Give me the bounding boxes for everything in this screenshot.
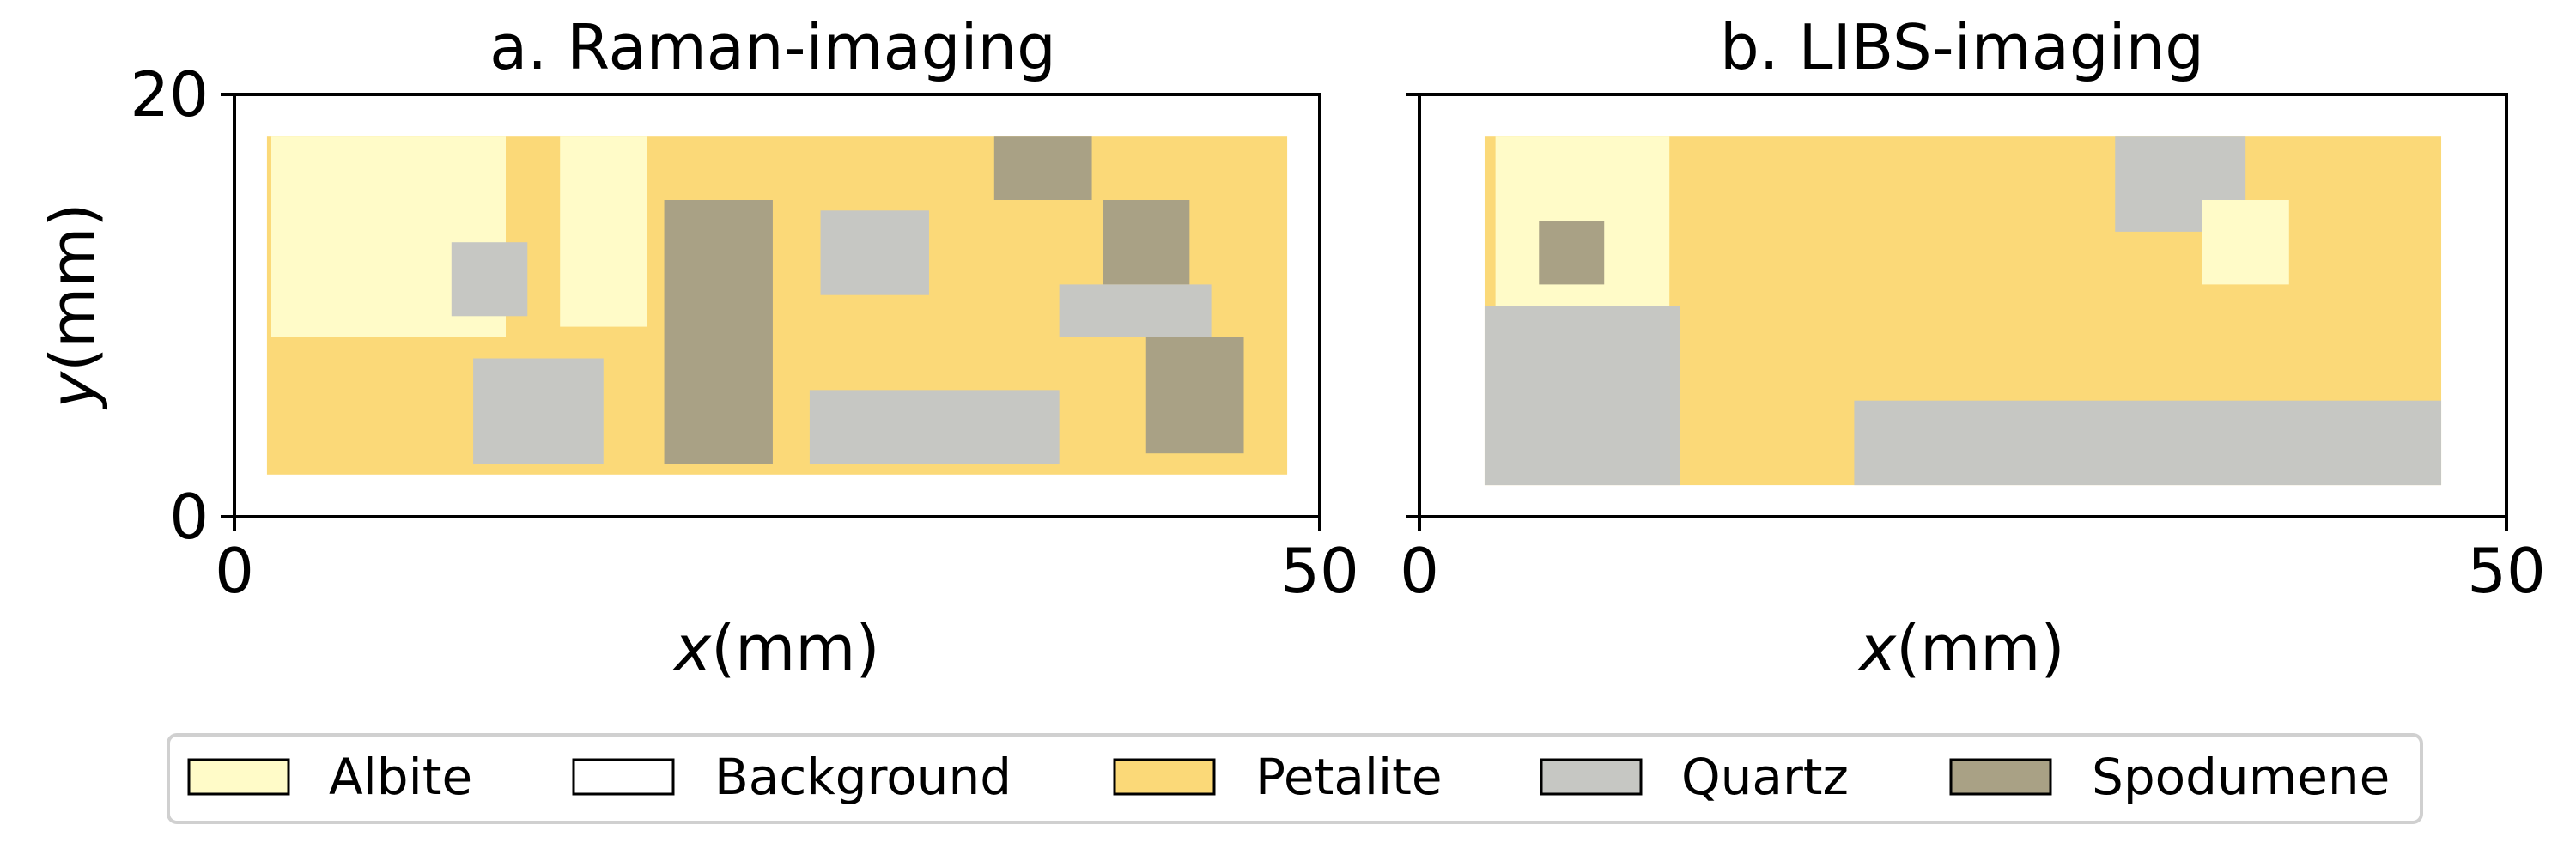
legend: Albite Background Petalite Quartz Spodum… [167,733,2423,824]
phase-region-spodumene [1103,200,1190,285]
legend-swatch-background [572,758,675,796]
legend-label-albite: Albite [329,748,472,806]
legend-label-petalite: Petalite [1255,748,1443,806]
phase-region-quartz [809,390,1060,464]
legend-label-quartz: Quartz [1681,748,1849,806]
legend-swatch-spodumene [1949,758,2052,796]
legend-swatch-quartz [1540,758,1643,796]
legend-frame [167,733,2423,824]
panel-a-ytick-label-bottom: 0 [169,481,209,553]
phase-region-quartz [1059,284,1212,337]
panel-b-frame [1418,93,2508,518]
panel-a-title: a. Raman-imaging [489,11,1056,83]
phase-region-spodumene [664,200,773,464]
phase-region-quartz [451,242,528,317]
phase-region-quartz [473,358,604,464]
phase-region-spodumene [1539,221,1605,285]
phase-region-quartz [1854,400,2442,486]
panel-b-title: b. LIBS-imaging [1720,11,2204,83]
phase-region-spodumene [993,136,1092,200]
libs-phase-map [1484,136,2442,486]
phase-region-quartz [820,210,929,295]
raman-phase-map [266,136,1288,475]
legend-label-spodumene: Spodumene [2092,748,2390,806]
phase-region-albite [560,136,647,327]
panel-a-ylabel: y(mm) [37,203,109,409]
panel-b-xtick-label-right: 50 [2467,535,2546,607]
legend-swatch-petalite [1113,758,1216,796]
legend-label-background: Background [714,748,1012,806]
legend-swatch-albite [187,758,290,796]
phase-region-albite [2202,200,2289,285]
phase-region-quartz [1484,306,1680,486]
panel-a-frame [233,93,1321,518]
panel-a-xtick-label-left: 0 [215,535,254,607]
panel-raman: a. Raman-imaging 20 0 0 50 x(mm) y(mm) [37,11,1359,684]
panel-libs: b. LIBS-imaging 0 50 x(mm) [1400,11,2546,684]
phase-region-spodumene [1145,337,1244,454]
panel-a-xtick-label-right: 50 [1280,535,1359,607]
panel-b-xtick-label-left: 0 [1400,535,1439,607]
panel-a-xlabel: x(mm) [672,612,879,684]
panel-a-ytick-label-top: 20 [130,58,209,130]
panel-b-xlabel: x(mm) [1857,612,2064,684]
